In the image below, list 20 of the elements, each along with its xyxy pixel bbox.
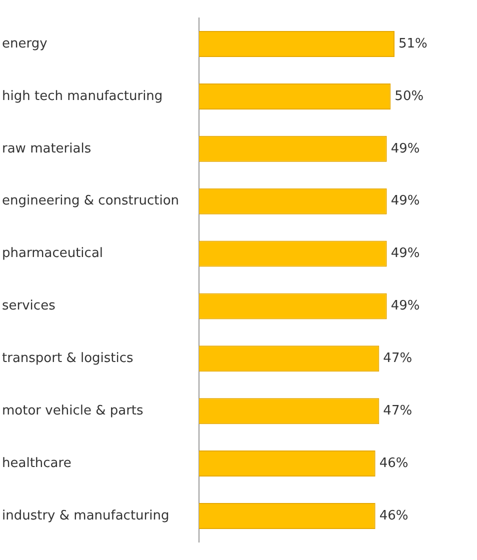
data-label: 49% — [390, 298, 420, 314]
data-label: 50% — [394, 88, 424, 104]
y-tick-label: services — [2, 298, 56, 314]
data-label: 49% — [390, 141, 420, 156]
data-label: 49% — [390, 194, 420, 209]
data-label: 49% — [390, 246, 420, 262]
y-tick-label: transport & logistics — [2, 351, 134, 366]
y-tick-label: engineering & construction — [2, 194, 180, 209]
y-tick-label: raw materials — [2, 141, 92, 156]
data-label: 46% — [379, 456, 408, 471]
y-tick-label: high tech manufacturing — [2, 88, 163, 104]
data-label: 51% — [398, 36, 428, 52]
data-label: 46% — [379, 508, 408, 524]
y-tick-label: energy — [2, 36, 48, 52]
y-tick-label: motor vehicle & parts — [2, 403, 144, 418]
data-label: 47% — [383, 351, 412, 366]
y-tick-label: industry & manufacturing — [2, 508, 170, 524]
y-tick-label: pharmaceutical — [2, 246, 104, 262]
data-label: 47% — [383, 403, 412, 418]
y-tick-label: healthcare — [2, 456, 72, 471]
